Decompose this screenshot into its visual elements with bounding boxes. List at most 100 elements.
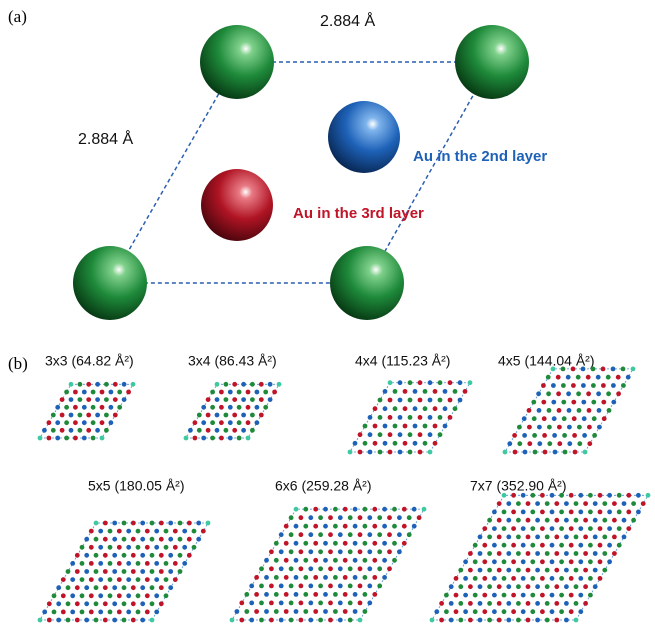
lattice-atom (223, 427, 229, 433)
lattice-atom (578, 609, 584, 615)
lattice-atom (227, 389, 233, 395)
lattice-atom (392, 557, 397, 563)
lattice-atom (382, 540, 387, 546)
lattice-atom (245, 435, 251, 441)
lattice-atom (99, 435, 105, 441)
lattice-atom (108, 420, 114, 426)
lattice-atom (602, 501, 608, 506)
lattice-atom (554, 501, 560, 506)
atom-green (455, 25, 529, 99)
lattice-atom (367, 549, 373, 555)
lattice-atom (259, 600, 264, 606)
lattice-atom (342, 609, 348, 614)
lattice-atom (130, 552, 136, 558)
lattice-atom (210, 435, 216, 441)
lattice-atom (249, 617, 255, 623)
lattice-atom (56, 601, 62, 607)
layer-label: Au in the 3rd layer (293, 205, 424, 222)
lattice-atom (130, 536, 136, 542)
lattice-atom (601, 416, 607, 422)
lattice-atom (406, 515, 412, 521)
lattice-atom (88, 577, 94, 582)
lattice-atom (463, 592, 468, 598)
lattice-atom (77, 381, 83, 387)
lattice-atom (135, 561, 141, 566)
lattice-atom (259, 566, 264, 572)
length-label: 2.884 Å (78, 129, 133, 148)
lattice-atom (588, 492, 593, 498)
lattice-atom (552, 449, 558, 455)
lattice-atom (250, 397, 255, 402)
lattice-atom (50, 427, 56, 433)
lattice-atom (402, 406, 408, 412)
lattice-atom (527, 424, 532, 430)
lattice-atom (362, 609, 368, 614)
lattice-atom (645, 492, 651, 498)
lattice-atom (308, 566, 314, 572)
lattice-atom (98, 528, 104, 534)
lattice-atom (362, 540, 368, 546)
lattice-atom (328, 532, 333, 538)
lattice-atom (554, 517, 560, 523)
lattice-atom (377, 397, 383, 403)
lattice-atom (98, 577, 104, 582)
lattice-atom (432, 389, 438, 394)
lattice-atom (303, 523, 309, 529)
lattice-atom (472, 609, 478, 615)
lattice-atom (90, 389, 96, 395)
lattice-atom (70, 561, 76, 566)
lattice-atom (417, 449, 423, 455)
lattice-atom (337, 617, 343, 623)
lattice-atom (530, 526, 536, 531)
lattice-atom (367, 600, 373, 606)
lattice-atom (144, 609, 150, 615)
lattice-atom (347, 532, 353, 538)
lattice-atom (186, 552, 192, 558)
lattice-atom (612, 534, 617, 540)
lattice-atom (278, 600, 284, 606)
lattice-atom (496, 551, 502, 556)
lattice-atom (402, 389, 408, 394)
lattice-atom (313, 592, 319, 597)
cell-label: 4x4 (115.23 Å²) (355, 353, 450, 369)
lattice-atom (107, 609, 113, 615)
lattice-atom (352, 540, 358, 546)
lattice-atom (549, 559, 555, 565)
lattice-atom (511, 542, 516, 548)
lattice-atom (564, 501, 569, 506)
lattice-atom (392, 440, 398, 446)
lattice-atom (544, 567, 550, 573)
lattice-atom (432, 440, 438, 446)
lattice-atom (245, 420, 251, 426)
lattice-atom (592, 584, 598, 590)
lattice-atom (392, 423, 398, 429)
lattice-atom (298, 549, 304, 555)
lattice-atom (126, 389, 131, 395)
lattice-atom (74, 552, 80, 558)
lattice-atom (397, 449, 403, 455)
lattice-atom (392, 523, 397, 529)
lattice-atom (561, 383, 566, 388)
lattice-atom (196, 427, 202, 433)
lattice-atom (583, 517, 588, 523)
lattice-atom (570, 366, 576, 372)
lattice-atom (347, 617, 353, 623)
lattice-atom (530, 576, 536, 581)
lattice-atom (487, 551, 492, 556)
lattice-atom (540, 526, 545, 531)
supercell (349, 382, 471, 453)
lattice-atom (308, 532, 314, 538)
lattice-atom (477, 551, 483, 556)
lattice-atom (583, 534, 588, 540)
lattice-atom (520, 609, 526, 615)
lattice-atom (95, 381, 100, 387)
lattice-atom (337, 566, 343, 572)
lattice-atom (214, 412, 220, 418)
lattice-atom (254, 404, 260, 410)
atom-blue (328, 101, 400, 173)
lattice-atom (616, 492, 622, 498)
lattice-atom (496, 501, 502, 506)
lattice-atom (535, 567, 540, 573)
lattice-atom (272, 389, 277, 395)
lattice-atom (537, 441, 543, 447)
